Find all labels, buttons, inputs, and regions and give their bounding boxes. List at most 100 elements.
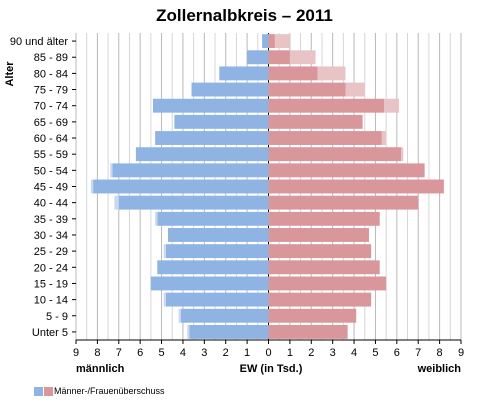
male-bar (174, 114, 269, 129)
age-group-label: 70 - 74 (34, 101, 68, 113)
female-surplus-bar (317, 66, 346, 81)
x-tick-label: 0 (265, 347, 271, 359)
female-bar (268, 50, 290, 65)
female-bar (268, 324, 348, 339)
age-group-label: Unter 5 (32, 327, 68, 339)
age-group-label: 40 - 44 (34, 198, 68, 210)
legend: Männer-/Frauenüberschuss (34, 386, 165, 396)
female-surplus-bar (289, 50, 316, 65)
male-bar (191, 82, 269, 97)
x-tick-label: 9 (73, 347, 79, 359)
male-bar (262, 34, 269, 49)
female-bar (268, 147, 402, 162)
legend-swatch-female (44, 386, 53, 396)
male-bar (189, 324, 269, 339)
female-bar (268, 179, 444, 194)
female-surplus-bar (345, 82, 365, 97)
female-bar (268, 195, 419, 210)
age-group-label: 5 - 9 (46, 311, 68, 323)
age-group-label: 85 - 89 (34, 52, 68, 64)
age-group-label: 30 - 34 (34, 230, 68, 242)
x-tick-label: 2 (223, 347, 229, 359)
x-tick-label: 8 (437, 347, 443, 359)
male-bar (247, 50, 269, 65)
male-bar (165, 292, 269, 307)
female-bar (268, 260, 380, 275)
age-group-label: 55 - 59 (34, 149, 68, 161)
female-surplus-bar (384, 98, 399, 113)
male-bar (157, 260, 269, 275)
x-tick-label: 3 (330, 347, 336, 359)
male-bar (219, 66, 269, 81)
female-bar (268, 244, 372, 259)
male-surplus-bar (110, 163, 113, 178)
x-tick-label: 5 (372, 347, 378, 359)
age-group-label: 45 - 49 (34, 182, 68, 194)
male-surplus-bar (114, 195, 119, 210)
age-group-label: 65 - 69 (34, 117, 68, 129)
male-bar (165, 244, 269, 259)
legend-label: Männer-/Frauenüberschuss (54, 386, 165, 396)
male-surplus-bar (187, 324, 190, 339)
male-surplus-bar (163, 292, 166, 307)
male-surplus-bar (178, 308, 181, 323)
age-group-label: 75 - 79 (34, 85, 68, 97)
age-group-label: 50 - 54 (34, 165, 68, 177)
x-tick-label: 4 (351, 347, 357, 359)
x-tick-label: 1 (287, 347, 293, 359)
male-surplus-bar (90, 179, 94, 194)
female-bar (268, 163, 425, 178)
x-tick-label: 8 (94, 347, 100, 359)
age-group-label: 90 und älter (10, 36, 68, 48)
male-surplus-bar (163, 244, 166, 259)
male-bar (135, 147, 269, 162)
age-group-label: 60 - 64 (34, 133, 68, 145)
female-bar (268, 82, 346, 97)
female-bar (268, 292, 372, 307)
male-bar (150, 276, 269, 291)
male-bar (167, 228, 269, 242)
x-tick-label: 2 (308, 347, 314, 359)
chart-title: Zollernalbkreis – 2011 (156, 6, 333, 25)
female-bar (268, 276, 387, 291)
female-bar (268, 211, 380, 226)
female-side-label: weiblich (417, 363, 462, 375)
female-bar (268, 114, 363, 129)
male-bar (157, 211, 269, 226)
female-surplus-bar (381, 131, 387, 145)
x-tick-label: 1 (244, 347, 250, 359)
male-bar (155, 131, 269, 145)
age-group-label: 15 - 19 (34, 278, 68, 290)
x-tick-label: 6 (394, 347, 400, 359)
male-bar (112, 163, 269, 178)
x-tick-label: 7 (415, 347, 421, 359)
female-bar (268, 228, 370, 242)
male-bar (93, 179, 269, 194)
female-surplus-bar (274, 34, 290, 49)
x-tick-label: 9 (458, 347, 464, 359)
male-bar (118, 195, 269, 210)
male-bar (153, 98, 269, 113)
female-bar (268, 66, 318, 81)
age-group-label: 35 - 39 (34, 214, 68, 226)
female-bar (268, 34, 275, 49)
x-axis-label: EW (in Tsd.) (240, 363, 303, 375)
female-surplus-bar (401, 147, 404, 162)
male-surplus-bar (155, 211, 158, 226)
legend-swatch-male (34, 386, 43, 396)
x-tick-label: 6 (137, 347, 143, 359)
y-axis-label: Alter (4, 61, 16, 87)
female-bar (268, 98, 384, 113)
male-bar (180, 308, 269, 323)
x-tick-label: 7 (116, 347, 122, 359)
age-group-label: 20 - 24 (34, 262, 68, 274)
female-bar (268, 131, 382, 145)
female-bar (268, 308, 357, 323)
x-tick-label: 3 (201, 347, 207, 359)
x-tick-label: 4 (180, 347, 186, 359)
male-side-label: männlich (76, 363, 125, 375)
age-group-label: 80 - 84 (34, 68, 68, 80)
age-group-label: 25 - 29 (34, 246, 68, 258)
x-tick-label: 5 (158, 347, 164, 359)
